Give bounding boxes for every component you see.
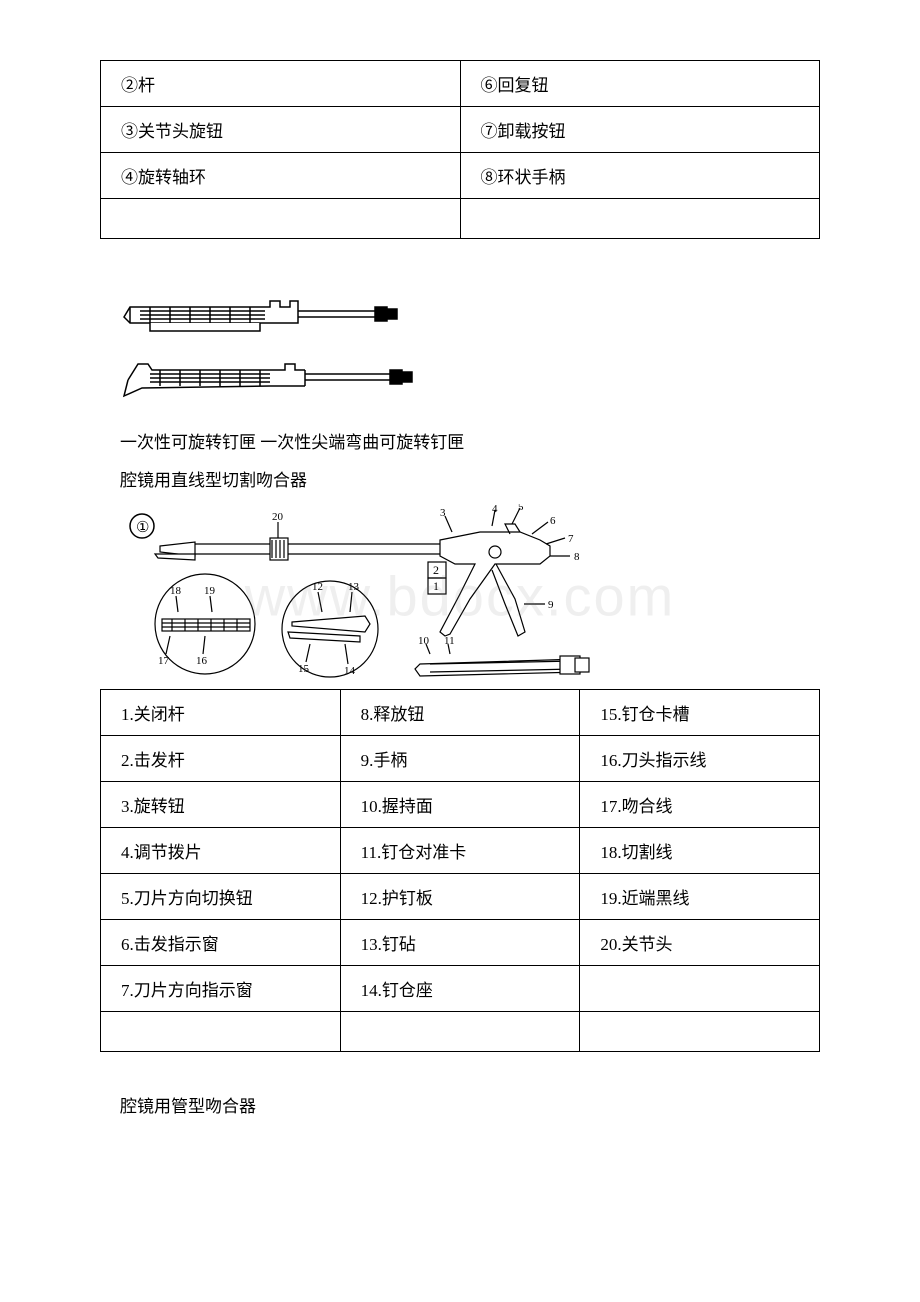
table-row: 5.刀片方向切换钮 12.护钉板 19.近端黑线 xyxy=(101,873,820,919)
diagram-number-18: 18 xyxy=(170,585,182,597)
cell: 4.调节拨片 xyxy=(101,827,341,873)
caption-stapler: 腔镜用直线型切割吻合器 xyxy=(120,465,820,497)
table-row: 7.刀片方向指示窗 14.钉仓座 xyxy=(101,965,820,1011)
diagram-number-10: 10 xyxy=(418,635,430,647)
table-row: 2.击发杆 9.手柄 16.刀头指示线 xyxy=(101,735,820,781)
cell: 16.刀头指示线 xyxy=(580,735,820,781)
diagram-number-6: 6 xyxy=(550,515,556,527)
diagram-number-4: 4 xyxy=(492,504,498,515)
diagram-number-17: 17 xyxy=(158,655,170,667)
cell: 5.刀片方向切换钮 xyxy=(101,873,341,919)
cell: 2.击发杆 xyxy=(101,735,341,781)
cartridge-diagram-1 xyxy=(120,289,820,342)
cell: 15.钉仓卡槽 xyxy=(580,689,820,735)
cell: 9.手柄 xyxy=(340,735,580,781)
table-row xyxy=(101,1011,820,1051)
diagram-number-11: 11 xyxy=(444,635,455,647)
cell: 19.近端黑线 xyxy=(580,873,820,919)
cell: 3.旋转钮 xyxy=(101,781,341,827)
table-row: ③关节头旋钮 ⑦卸载按钮 xyxy=(101,107,820,153)
cell xyxy=(580,965,820,1011)
parts-table-2: 1.关闭杆 8.释放钮 15.钉仓卡槽 2.击发杆 9.手柄 16.刀头指示线 … xyxy=(100,689,820,1052)
table-row xyxy=(101,199,820,239)
cell xyxy=(460,199,820,239)
cell: 11.钉仓对准卡 xyxy=(340,827,580,873)
cell: 14.钉仓座 xyxy=(340,965,580,1011)
cell xyxy=(101,199,461,239)
cell: ④旋转轴环 xyxy=(101,153,461,199)
diagram-number-12: 12 xyxy=(312,581,323,593)
cell: ⑥回复钮 xyxy=(460,61,820,107)
cell: 13.钉砧 xyxy=(340,919,580,965)
diagram-number-14: 14 xyxy=(344,665,356,677)
cartridge-diagram-2 xyxy=(120,352,820,407)
table-row: 1.关闭杆 8.释放钮 15.钉仓卡槽 xyxy=(101,689,820,735)
cell: 8.释放钮 xyxy=(340,689,580,735)
diagram-number-7: 7 xyxy=(568,533,574,545)
diagram-number-19: 19 xyxy=(204,585,216,597)
diagram-number-16: 16 xyxy=(196,655,208,667)
caption-tube-stapler: 腔镜用管型吻合器 xyxy=(120,1092,820,1117)
diagram-number-5: 5 xyxy=(518,504,524,513)
cell: 20.关节头 xyxy=(580,919,820,965)
table-row: ②杆 ⑥回复钮 xyxy=(101,61,820,107)
cell xyxy=(101,1011,341,1051)
cell: 10.握持面 xyxy=(340,781,580,827)
diagram-box-label-1: 1 xyxy=(433,579,439,593)
cell: ⑧环状手柄 xyxy=(460,153,820,199)
diagram-number-13: 13 xyxy=(348,581,360,593)
stapler-diagram: ① 20 3 4 5 6 7 8 9 2 1 18 19 17 16 12 13… xyxy=(100,504,630,684)
table-row: 3.旋转钮 10.握持面 17.吻合线 xyxy=(101,781,820,827)
diagram-number-3: 3 xyxy=(440,507,446,519)
cell: 7.刀片方向指示窗 xyxy=(101,965,341,1011)
cell: 6.击发指示窗 xyxy=(101,919,341,965)
caption-cartridges: 一次性可旋转钉匣 一次性尖端弯曲可旋转钉匣 xyxy=(120,427,820,459)
cell: ⑦卸载按钮 xyxy=(460,107,820,153)
diagram-box-label-2: 2 xyxy=(433,563,439,577)
cell: ②杆 xyxy=(101,61,461,107)
diagram-number-9: 9 xyxy=(548,599,554,611)
cell xyxy=(340,1011,580,1051)
cell: 18.切割线 xyxy=(580,827,820,873)
diagram-label-circle-1: ① xyxy=(136,520,149,536)
parts-table-1: ②杆 ⑥回复钮 ③关节头旋钮 ⑦卸载按钮 ④旋转轴环 ⑧环状手柄 xyxy=(100,60,820,239)
diagram-number-20: 20 xyxy=(272,511,284,523)
table-row: ④旋转轴环 ⑧环状手柄 xyxy=(101,153,820,199)
cell: ③关节头旋钮 xyxy=(101,107,461,153)
cartridge-diagrams xyxy=(120,289,820,407)
cell xyxy=(580,1011,820,1051)
cell: 17.吻合线 xyxy=(580,781,820,827)
cell: 12.护钉板 xyxy=(340,873,580,919)
table-row: 4.调节拨片 11.钉仓对准卡 18.切割线 xyxy=(101,827,820,873)
stapler-diagram-block: www.bdocx.com xyxy=(100,504,820,689)
diagram-number-15: 15 xyxy=(298,663,310,675)
cell: 1.关闭杆 xyxy=(101,689,341,735)
diagram-number-8: 8 xyxy=(574,551,580,563)
table-row: 6.击发指示窗 13.钉砧 20.关节头 xyxy=(101,919,820,965)
